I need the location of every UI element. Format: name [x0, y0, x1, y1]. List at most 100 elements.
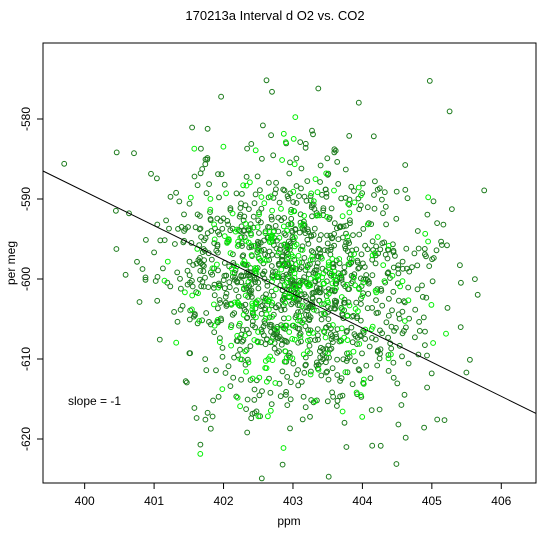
data-point	[310, 198, 317, 205]
data-point	[369, 442, 376, 449]
data-point	[405, 284, 412, 291]
data-point	[348, 324, 355, 331]
data-point	[313, 212, 320, 219]
data-point	[384, 255, 391, 262]
data-point	[290, 295, 296, 302]
data-point	[263, 365, 270, 372]
data-point	[280, 186, 287, 193]
data-point	[291, 161, 298, 168]
data-point	[345, 261, 352, 268]
data-point	[364, 277, 371, 284]
data-point	[307, 371, 314, 378]
data-point	[457, 324, 464, 331]
data-point	[296, 193, 302, 200]
data-point	[302, 362, 309, 369]
data-point	[207, 209, 213, 216]
data-point	[235, 302, 242, 308]
data-point	[256, 230, 262, 236]
data-point	[439, 242, 445, 248]
data-point	[271, 345, 278, 352]
data-point	[228, 342, 235, 349]
data-point	[334, 372, 341, 378]
data-point	[306, 342, 313, 349]
data-point	[182, 289, 188, 296]
data-point	[270, 229, 277, 235]
data-point	[324, 214, 330, 220]
data-point	[286, 170, 293, 177]
data-point	[353, 299, 360, 306]
data-point	[308, 368, 314, 375]
data-point	[278, 242, 285, 249]
data-point	[422, 328, 428, 335]
data-point	[238, 223, 245, 230]
data-point	[113, 149, 120, 156]
data-point	[259, 271, 266, 278]
data-point	[350, 232, 356, 239]
data-point	[254, 224, 261, 231]
data-point	[283, 389, 290, 395]
data-point	[359, 293, 366, 300]
data-point	[315, 245, 322, 252]
data-point	[270, 195, 277, 201]
x-tick-label: 406	[491, 494, 511, 508]
data-point	[390, 374, 397, 381]
data-point	[245, 239, 252, 246]
data-point	[242, 348, 249, 355]
data-point	[242, 332, 249, 339]
y-tick-label: -620	[19, 427, 33, 451]
data-point	[481, 187, 488, 194]
data-point	[399, 278, 406, 285]
data-point	[262, 230, 269, 237]
data-point	[312, 337, 319, 344]
data-point	[285, 254, 292, 261]
data-point	[134, 258, 140, 265]
data-point	[194, 182, 201, 189]
data-point	[364, 204, 371, 211]
data-point	[395, 421, 402, 428]
data-point	[244, 356, 251, 363]
data-point	[204, 125, 211, 132]
data-point	[307, 257, 314, 264]
data-point	[231, 299, 238, 306]
data-point	[357, 317, 364, 324]
data-point	[301, 291, 308, 298]
data-point	[389, 307, 395, 314]
data-point	[284, 374, 291, 380]
data-point	[416, 328, 423, 334]
data-point	[348, 183, 355, 190]
data-point	[421, 424, 428, 431]
data-point	[390, 264, 397, 271]
data-point	[320, 207, 327, 214]
data-point	[340, 223, 347, 230]
data-point	[295, 382, 302, 389]
data-point	[291, 336, 298, 343]
data-point	[235, 352, 241, 359]
data-point	[301, 255, 308, 261]
data-point	[171, 309, 178, 315]
data-point	[367, 375, 374, 382]
data-point	[113, 207, 119, 214]
data-point	[276, 235, 283, 241]
data-point	[288, 209, 294, 216]
data-point	[164, 258, 171, 265]
data-point	[344, 369, 351, 376]
data-point	[282, 348, 289, 355]
data-point	[252, 276, 258, 283]
data-point	[220, 277, 227, 284]
data-point	[222, 370, 229, 376]
data-point	[148, 170, 154, 177]
data-point	[272, 223, 279, 229]
data-point	[318, 316, 325, 323]
data-point	[324, 155, 331, 162]
data-point	[203, 367, 210, 374]
data-point	[217, 335, 223, 342]
data-point	[381, 239, 388, 246]
data-point	[330, 322, 336, 328]
data-point	[204, 156, 211, 163]
data-point	[253, 266, 260, 272]
data-point	[317, 285, 324, 292]
data-point	[324, 240, 331, 247]
data-point	[217, 300, 224, 306]
data-point	[214, 317, 221, 323]
data-point	[255, 329, 262, 335]
